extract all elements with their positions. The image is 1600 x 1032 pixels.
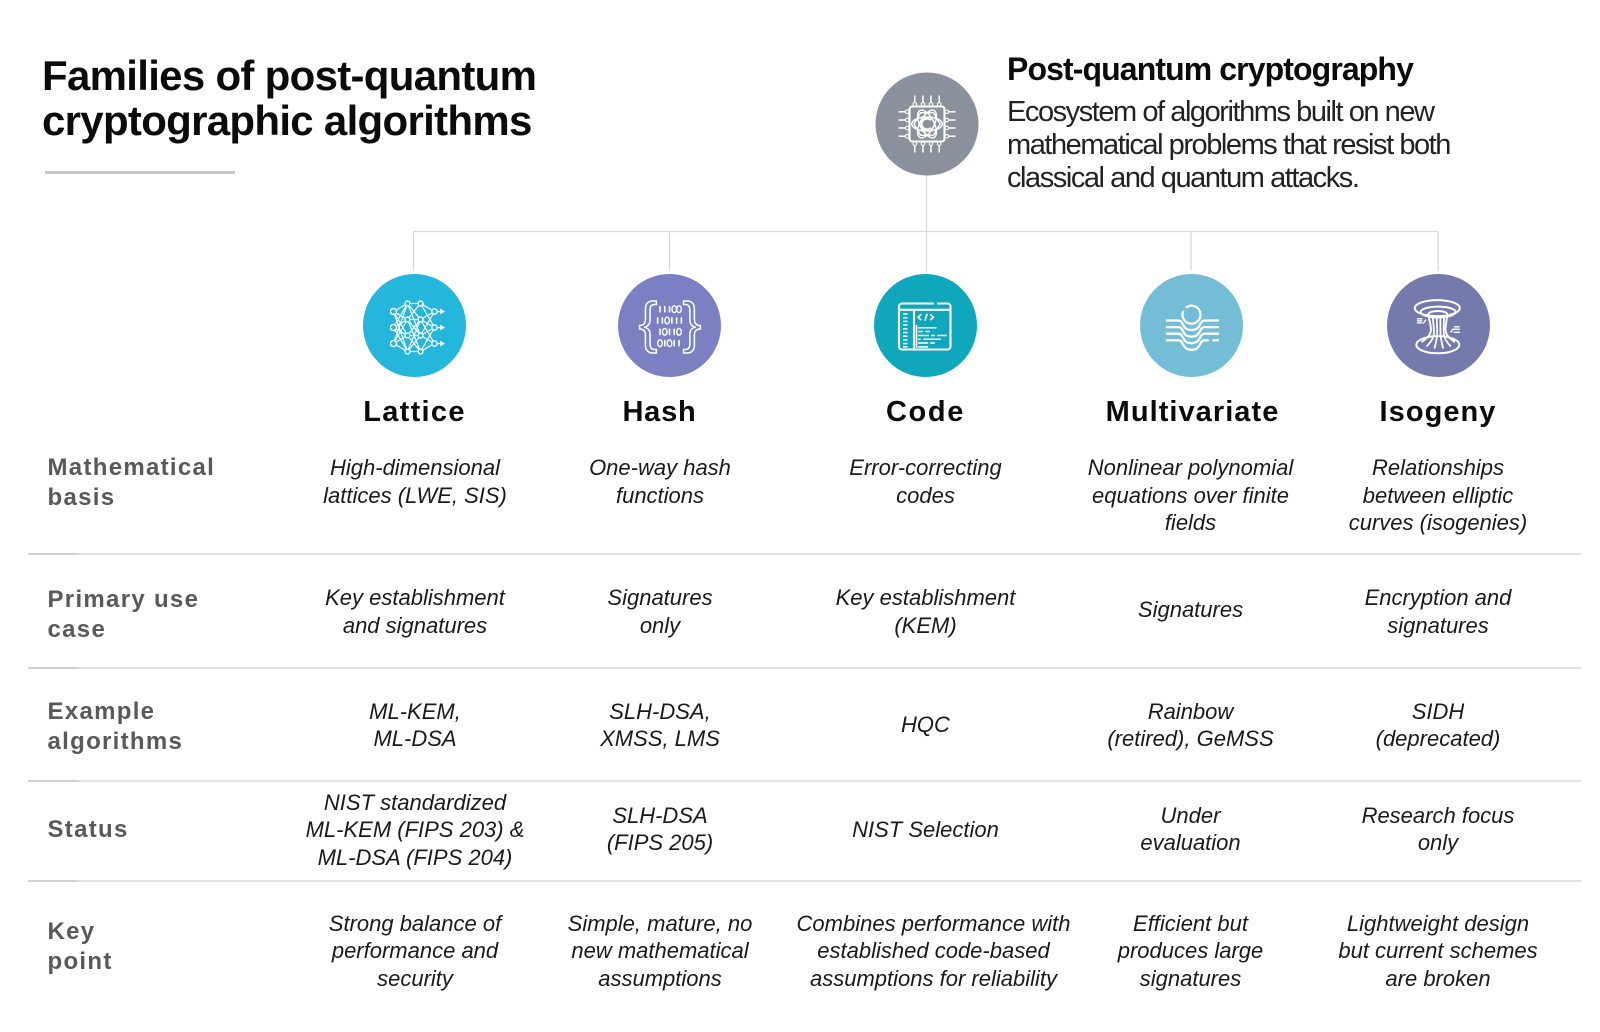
svg-text:{: { xyxy=(639,291,658,354)
svg-text:}: } xyxy=(683,291,702,354)
